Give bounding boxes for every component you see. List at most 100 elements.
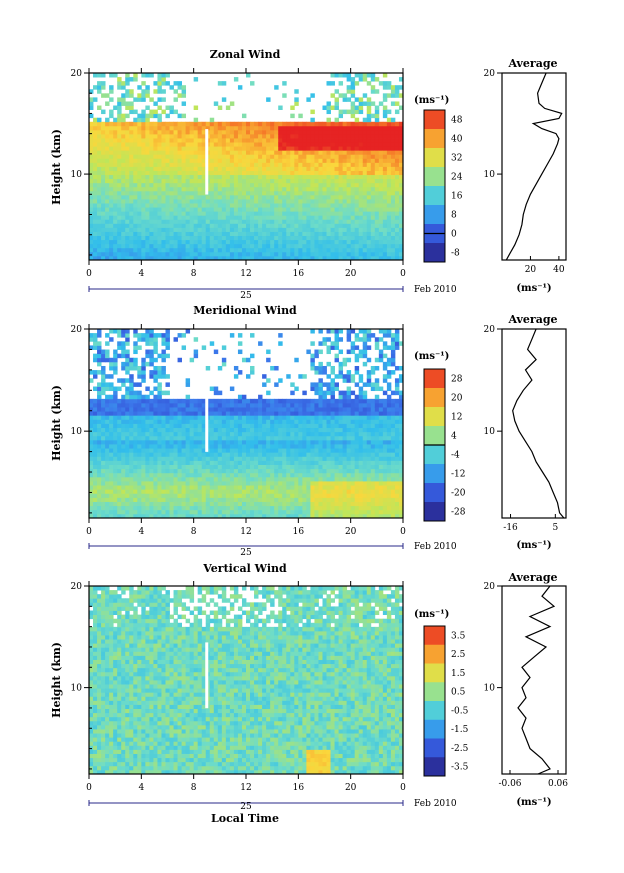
heatmap-cell bbox=[306, 146, 311, 151]
heatmap-cell bbox=[322, 251, 327, 257]
heatmap-cell bbox=[121, 394, 126, 400]
heatmap-cell bbox=[141, 243, 146, 249]
heatmap-cell bbox=[93, 341, 98, 346]
heatmap-cell bbox=[378, 129, 384, 135]
heatmap-cell bbox=[278, 121, 283, 127]
heatmap-cell bbox=[165, 509, 170, 515]
heatmap-cell bbox=[133, 77, 138, 82]
heatmap-cell bbox=[374, 239, 380, 245]
heatmap-cell bbox=[97, 456, 102, 461]
heatmap-cell bbox=[274, 452, 279, 457]
heatmap-cell bbox=[181, 493, 187, 498]
heatmap-cell bbox=[121, 174, 126, 180]
heatmap-cell bbox=[233, 407, 239, 412]
heatmap-cell bbox=[221, 456, 227, 461]
heatmap-cell bbox=[274, 468, 279, 474]
colorbar-segment bbox=[424, 148, 445, 168]
heatmap-cell bbox=[274, 493, 279, 498]
heatmap-cell bbox=[213, 251, 219, 257]
heatmap-cell bbox=[197, 125, 203, 131]
heatmap-cell bbox=[137, 513, 142, 518]
heatmap-cell bbox=[177, 501, 182, 507]
heatmap-cell bbox=[274, 85, 279, 90]
heatmap-cell bbox=[189, 415, 195, 420]
heatmap-cell bbox=[133, 251, 138, 257]
heatmap-cell bbox=[205, 194, 211, 200]
heatmap-cell bbox=[121, 199, 126, 204]
heatmap-cell bbox=[105, 452, 110, 457]
heatmap-cell bbox=[262, 448, 267, 453]
heatmap-cell bbox=[133, 109, 138, 115]
heatmap-cell bbox=[153, 456, 158, 461]
heatmap-cell bbox=[153, 423, 158, 429]
heatmap-cell bbox=[101, 203, 106, 208]
heatmap-cell bbox=[266, 251, 271, 257]
heatmap-cell bbox=[374, 105, 380, 110]
heatmap-cell bbox=[161, 476, 166, 482]
heatmap-cell bbox=[125, 231, 130, 237]
heatmap-cell bbox=[274, 207, 279, 212]
heatmap-cell bbox=[97, 476, 102, 482]
heatmap-cell bbox=[169, 194, 174, 200]
heatmap-cell bbox=[137, 243, 142, 249]
heatmap-cell bbox=[157, 85, 162, 90]
heatmap-cell bbox=[233, 186, 239, 192]
heatmap-cell bbox=[241, 121, 247, 127]
heatmap-cell bbox=[173, 431, 178, 437]
heatmap-cell bbox=[105, 154, 110, 159]
heatmap-cell bbox=[161, 390, 166, 396]
heatmap-cell bbox=[398, 133, 403, 139]
heatmap-cell bbox=[362, 239, 368, 245]
heatmap-cell bbox=[93, 166, 98, 171]
heatmap-cell bbox=[258, 427, 263, 433]
heatmap-cell bbox=[350, 121, 356, 127]
heatmap-cell bbox=[229, 194, 235, 200]
heatmap-cell bbox=[161, 239, 166, 245]
heatmap-cell bbox=[133, 243, 138, 249]
heatmap-cell bbox=[109, 398, 114, 404]
heatmap-cell bbox=[93, 431, 98, 437]
heatmap-cell bbox=[382, 219, 388, 224]
heatmap-cell bbox=[286, 154, 291, 159]
heatmap-cell bbox=[101, 215, 106, 220]
heatmap-cell bbox=[258, 460, 263, 465]
heatmap-cell bbox=[282, 174, 287, 180]
heatmap-cell bbox=[366, 162, 372, 167]
heatmap-cell bbox=[282, 251, 287, 257]
heatmap-cell bbox=[322, 211, 327, 216]
x-axis: 0 4 8 12 16 20 0 bbox=[86, 68, 406, 279]
heatmap-cell bbox=[270, 121, 275, 127]
heatmap-cell bbox=[177, 435, 182, 441]
heatmap-cell bbox=[157, 170, 162, 176]
heatmap-cell bbox=[101, 146, 106, 151]
heatmap-cell bbox=[306, 142, 311, 147]
heatmap-cell bbox=[125, 125, 130, 131]
heatmap-cell bbox=[366, 170, 372, 176]
heatmap-cell bbox=[302, 182, 307, 188]
heatmap-cell bbox=[177, 182, 182, 188]
heatmap-cell bbox=[378, 215, 384, 220]
heatmap-cell bbox=[89, 97, 94, 102]
heatmap-cell bbox=[270, 489, 275, 494]
heatmap-cell bbox=[246, 460, 251, 465]
heatmap-cell bbox=[386, 142, 392, 147]
heatmap-cell bbox=[237, 439, 243, 445]
heatmap-cell bbox=[145, 142, 150, 147]
heatmap-cell bbox=[294, 513, 299, 518]
heatmap-cell bbox=[173, 133, 178, 139]
heatmap-cell bbox=[250, 464, 255, 470]
heatmap-cell bbox=[193, 402, 199, 408]
heatmap-cell bbox=[93, 423, 98, 429]
heatmap-cell bbox=[318, 349, 323, 355]
heatmap-cell bbox=[246, 423, 251, 429]
heatmap-cell bbox=[366, 113, 372, 119]
heatmap-cell bbox=[370, 138, 376, 143]
heatmap-cell bbox=[233, 121, 239, 127]
heatmap-cell bbox=[97, 235, 102, 241]
heatmap-cell bbox=[201, 460, 207, 465]
heatmap-cell bbox=[286, 468, 291, 474]
heatmap-cell bbox=[153, 431, 158, 437]
heatmap-cell bbox=[262, 239, 267, 245]
heatmap-cell bbox=[101, 211, 106, 216]
heatmap-cell bbox=[322, 407, 327, 412]
